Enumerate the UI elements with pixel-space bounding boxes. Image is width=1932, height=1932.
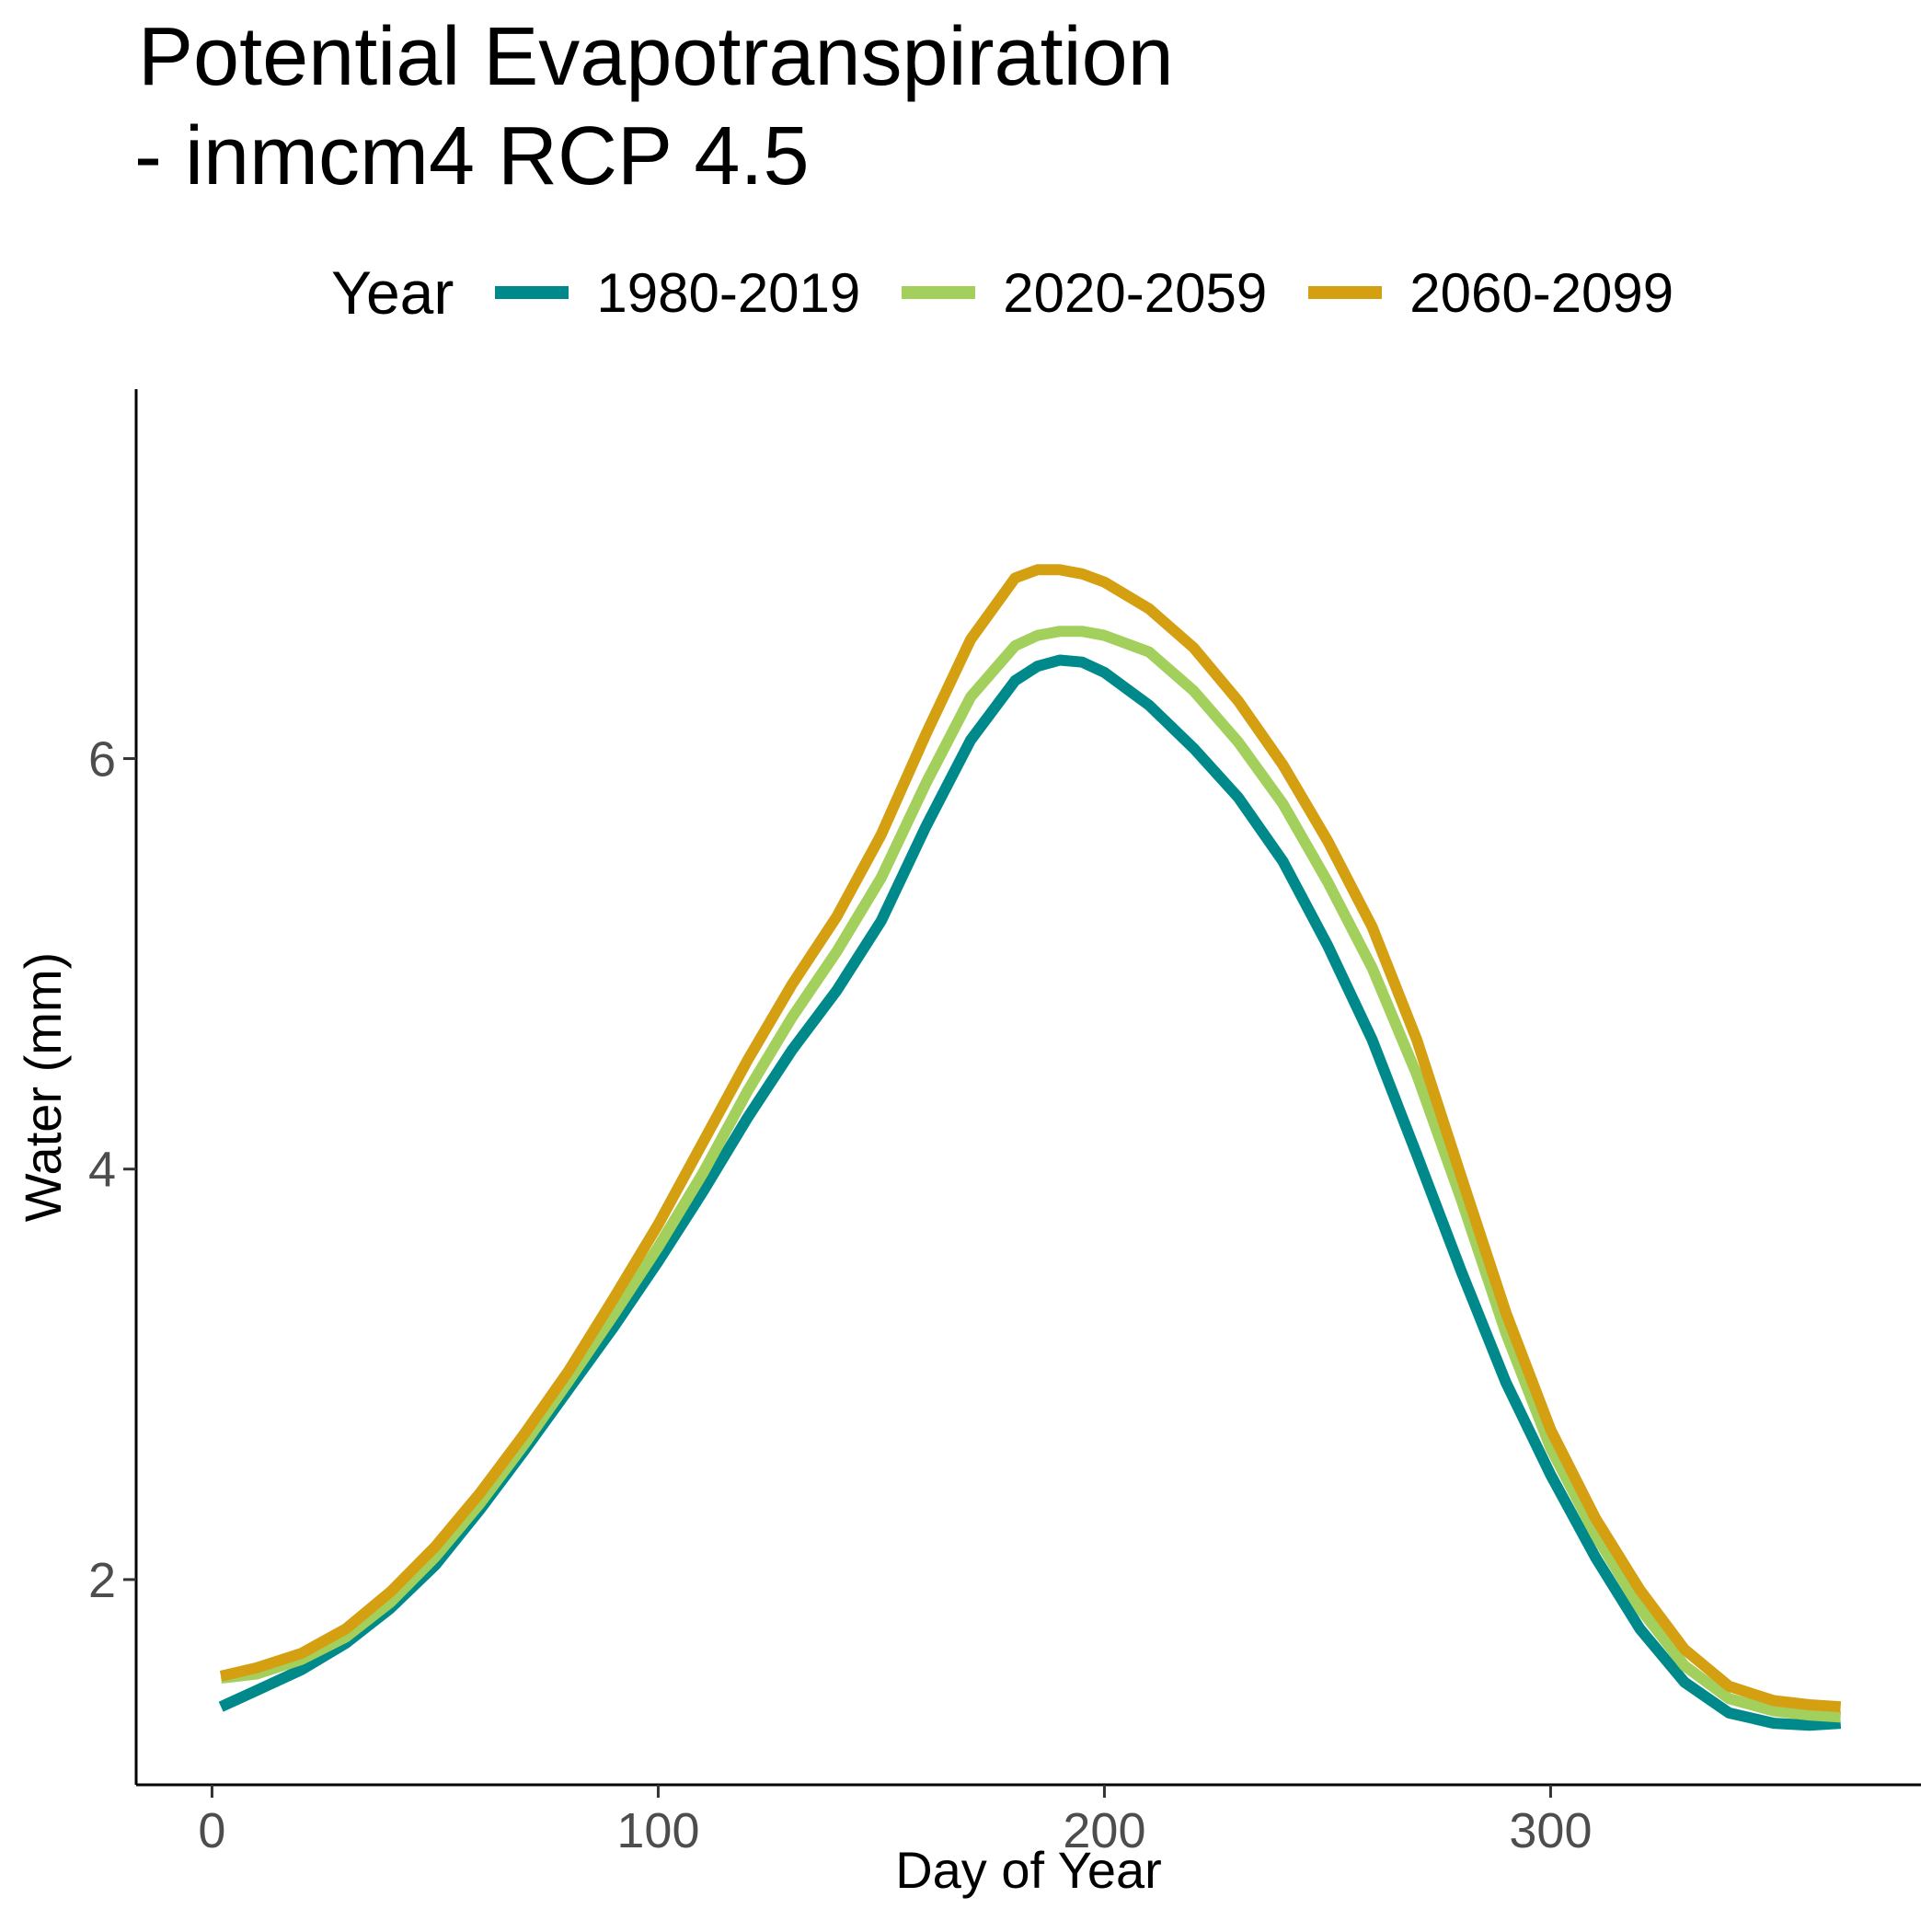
legend-title: Year [331,259,454,327]
series-line-1980-2019 [218,654,1842,1731]
axes: 0 100 200 300 2 4 6 [88,389,1921,1858]
legend: Year 1980-2019 2020-2059 2060-2099 [331,256,1715,329]
series-layer [218,564,1842,1731]
x-axis-title: Day of Year [895,1841,1162,1899]
legend-label-2060-2099: 2060-2099 [1409,261,1674,324]
legend-key-2020-2059 [902,286,976,299]
legend-item-1980-2019: 1980-2019 [495,261,860,325]
x-tick-label: 300 [1509,1803,1592,1858]
x-tick-label: 100 [616,1803,699,1858]
series-line-2020-2059 [220,626,1842,1723]
legend-item-2060-2099: 2060-2099 [1308,261,1673,325]
chart-title: Potential Evapotranspiration - inmcm4 RCP… [134,7,1174,206]
y-tick-label: 4 [88,1143,116,1198]
legend-key-1980-2019 [495,286,569,299]
y-axis-title: Water (mm) [14,952,72,1222]
x-tick-label: 0 [198,1803,225,1858]
legend-label-1980-2019: 1980-2019 [596,261,861,324]
chart-title-line2: - inmcm4 RCP 4.5 [134,110,810,202]
chart-title-line1: Potential Evapotranspiration [138,11,1174,103]
y-tick-label: 6 [88,732,116,788]
legend-label-2020-2059: 2020-2059 [1003,261,1268,324]
series-line-2060-2099 [219,564,1842,1713]
legend-key-2060-2099 [1308,286,1383,299]
legend-item-2020-2059: 2020-2059 [902,261,1267,325]
y-tick-label: 2 [88,1553,116,1608]
x-tick-label: 200 [1063,1803,1145,1858]
